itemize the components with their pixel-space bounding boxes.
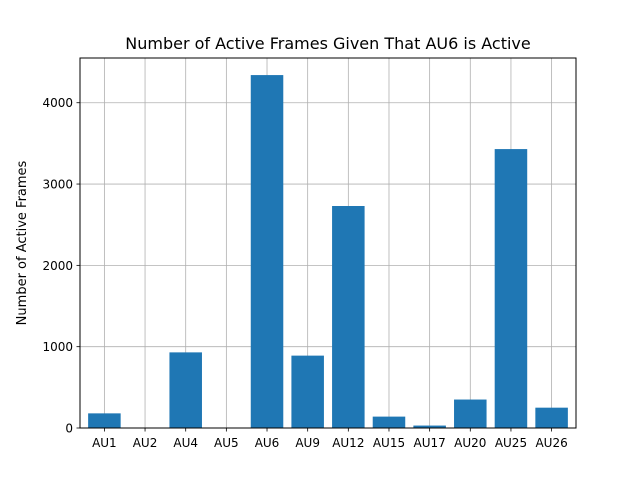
plot-frame xyxy=(79,57,577,429)
bar-au17 xyxy=(413,425,446,428)
bar-au6 xyxy=(250,75,284,429)
x-tick-label: AU4 xyxy=(173,436,198,450)
x-tick-label: AU1 xyxy=(92,436,117,450)
x-tick-label: AU2 xyxy=(133,436,158,450)
y-axis-ticks: 0 1000 2000 3000 4000 xyxy=(42,96,80,436)
x-tick-label: AU6 xyxy=(255,436,280,450)
bar-au25 xyxy=(494,149,528,429)
bar-au20 xyxy=(454,399,487,428)
y-tick-label: 0 xyxy=(65,422,73,436)
y-tick-label: 1000 xyxy=(42,340,73,354)
plot-area xyxy=(80,58,576,428)
x-tick-label: AU25 xyxy=(495,436,527,450)
bar-au12 xyxy=(332,206,365,428)
bars xyxy=(88,75,568,429)
bar-au4 xyxy=(169,352,202,428)
x-tick-label: AU20 xyxy=(454,436,486,450)
bar-au1 xyxy=(88,413,121,428)
x-tick-label: AU9 xyxy=(295,436,320,450)
y-axis-label: Number of Active Frames xyxy=(15,160,30,325)
y-tick-label: 2000 xyxy=(42,259,73,273)
y-tick-label: 3000 xyxy=(42,178,73,192)
x-tick-label: AU15 xyxy=(373,436,405,450)
bar-au26 xyxy=(535,407,568,428)
x-tick-label: AU12 xyxy=(332,436,364,450)
x-tick-label: AU5 xyxy=(214,436,239,450)
chart-title: Number of Active Frames Given That AU6 i… xyxy=(125,34,530,53)
y-tick-label: 4000 xyxy=(42,96,73,110)
x-tick-label: AU26 xyxy=(535,436,567,450)
x-axis-ticks: AU1 AU2 AU4 AU5 AU6 AU9 AU12 AU15 AU17 AU20 AU25 AU… xyxy=(92,428,568,450)
x-tick-label: AU17 xyxy=(414,436,446,450)
bar-au9 xyxy=(291,355,324,428)
bar-au15 xyxy=(372,416,406,428)
